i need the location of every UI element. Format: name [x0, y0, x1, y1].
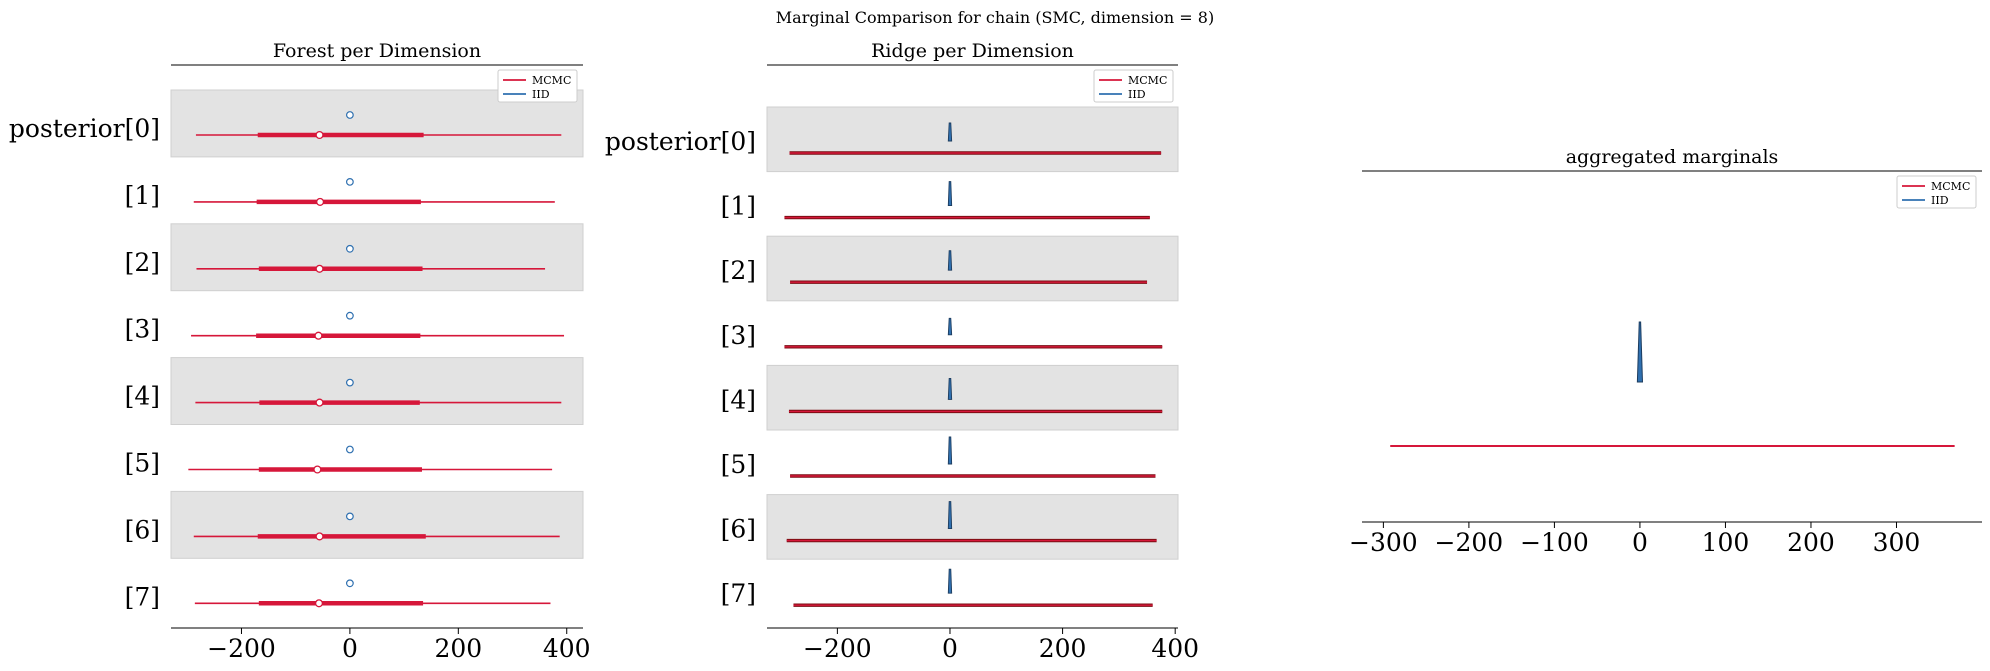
iid-ridge-peak — [947, 436, 953, 465]
x-tick-label: 200 — [1039, 634, 1087, 663]
iid-median-point — [345, 579, 354, 588]
mcmc-median-point — [315, 130, 324, 140]
category-label: [7] — [125, 582, 160, 611]
row-band — [766, 494, 1179, 560]
iid-median-point — [345, 445, 354, 454]
mcmc-median-point — [313, 465, 322, 474]
category-label: [1] — [125, 181, 160, 210]
category-label: [4] — [125, 382, 160, 411]
legend-iid-label: IID — [1128, 88, 1146, 101]
x-tick-label: −200 — [207, 634, 276, 663]
x-tick-label: −200 — [1435, 528, 1504, 557]
mcmc-median-point — [314, 331, 323, 340]
x-tick-label: −200 — [803, 634, 872, 663]
row-band — [766, 364, 1179, 431]
iid-density-peak — [1636, 321, 1644, 383]
forest-panel: Forest per Dimension posterior[0] [1] [2] [3… — [9, 40, 591, 663]
mcmc-median-point — [315, 264, 324, 273]
iid-median-point — [345, 111, 354, 119]
x-tick-label: 300 — [1873, 528, 1921, 557]
iid-ridge-peak — [947, 317, 953, 336]
iid-ridge-peak — [947, 122, 953, 142]
iid-median-point — [345, 177, 354, 186]
legend-mcmc-label: MCMC — [1128, 74, 1167, 87]
panel-title: aggregated marginals — [1566, 146, 1779, 168]
row-band — [170, 490, 584, 559]
mcmc-median-point — [314, 599, 324, 608]
mcmc-median-point — [315, 532, 324, 541]
category-label: [7] — [721, 579, 756, 608]
iid-ridge-peak — [947, 377, 953, 400]
figure-suptitle: Marginal Comparison for chain (SMC, dime… — [776, 8, 1214, 27]
row-band — [170, 223, 584, 292]
x-tick-label: 0 — [342, 634, 358, 663]
legend-mcmc-label: MCMC — [532, 74, 571, 87]
panel-title: Ridge per Dimension — [871, 40, 1074, 62]
row-band — [766, 235, 1179, 302]
panel-title: Forest per Dimension — [273, 40, 481, 62]
iid-median-point — [345, 311, 354, 320]
x-tick-label: 100 — [1702, 528, 1750, 557]
category-label: posterior[0] — [9, 114, 160, 143]
category-label: [6] — [721, 515, 756, 544]
iid-ridge-peak — [947, 250, 953, 271]
category-label: [3] — [721, 321, 756, 350]
x-tick-label: −300 — [1349, 528, 1418, 557]
row-band — [766, 106, 1179, 173]
x-tick-label: 0 — [1632, 528, 1648, 557]
category-label: [1] — [721, 192, 756, 221]
category-label: [6] — [125, 515, 160, 544]
legend-mcmc-label: MCMC — [1931, 180, 1970, 193]
x-tick-label: 400 — [1151, 634, 1199, 663]
category-label: [5] — [125, 449, 160, 478]
iid-median-point — [345, 512, 354, 521]
iid-median-point — [345, 244, 354, 253]
x-tick-label: 200 — [434, 634, 482, 663]
row-band — [170, 357, 584, 426]
iid-ridge-peak — [947, 501, 953, 530]
iid-ridge-peak — [947, 568, 953, 594]
mcmc-median-point — [316, 197, 325, 206]
x-tick-label: 0 — [942, 634, 958, 663]
category-label: [2] — [125, 248, 160, 277]
category-label: posterior[0] — [605, 127, 756, 156]
mcmc-median-point — [315, 398, 324, 407]
x-tick-label: −100 — [1520, 528, 1589, 557]
legend-iid-label: IID — [1931, 194, 1949, 207]
legend-iid-label: IID — [532, 88, 550, 101]
iid-median-point — [345, 378, 354, 387]
category-label: [2] — [721, 256, 756, 285]
category-label: [3] — [125, 315, 160, 344]
ridge-panel: Ridge per Dimension posterior[0] [1] [2] [3]… — [605, 40, 1199, 663]
x-tick-label: 200 — [1787, 528, 1835, 557]
iid-ridge-peak — [947, 181, 953, 207]
x-tick-label: 400 — [543, 634, 591, 663]
category-label: [5] — [721, 450, 756, 479]
category-label: [4] — [721, 385, 756, 414]
